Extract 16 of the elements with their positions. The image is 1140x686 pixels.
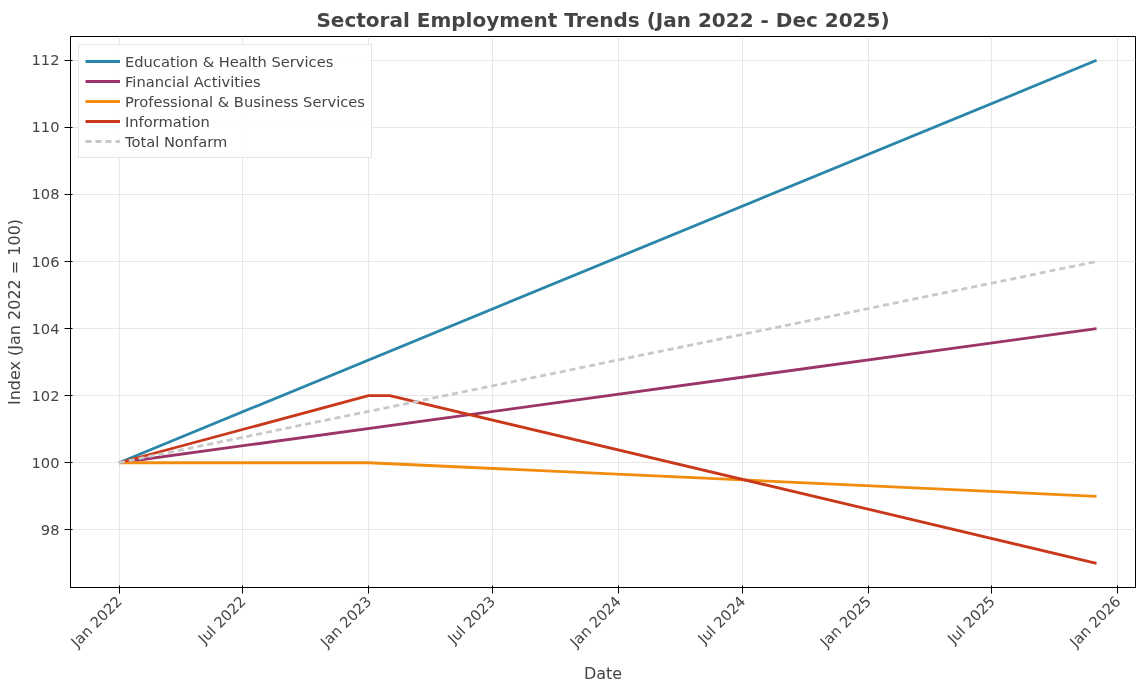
legend-label: Professional & Business Services <box>125 92 365 110</box>
y-axis-title: Index (Jan 2022 = 100) <box>4 218 24 406</box>
y-tick-label: 102 <box>31 386 60 404</box>
legend-label: Education & Health Services <box>125 52 334 70</box>
y-tick-label: 98 <box>40 520 60 538</box>
legend-label: Information <box>125 112 210 130</box>
y-tick-label: 106 <box>31 252 60 270</box>
y-tick-label: 104 <box>31 319 60 337</box>
y-tick-label: 100 <box>31 453 60 471</box>
y-tick-label: 108 <box>31 185 60 203</box>
legend-label: Financial Activities <box>125 72 261 90</box>
x-axis-title: Date <box>583 664 623 684</box>
chart-title: Sectoral Employment Trends (Jan 2022 - Dec 2025) <box>316 7 890 32</box>
y-tick-label: 110 <box>31 118 60 136</box>
y-tick-label: 112 <box>31 51 60 69</box>
legend-label: Total Nonfarm <box>125 132 228 150</box>
